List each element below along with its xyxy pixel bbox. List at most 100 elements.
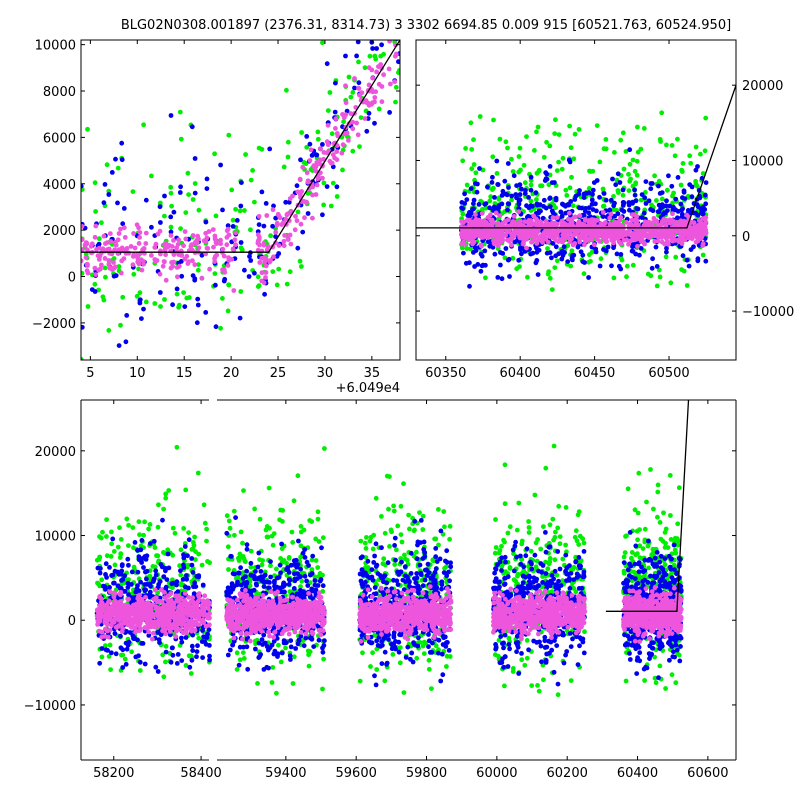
data-point-pink xyxy=(118,226,123,232)
data-point-pink xyxy=(184,253,190,259)
data-point-blue xyxy=(664,249,669,255)
data-point-pink xyxy=(263,257,269,262)
data-point-blue xyxy=(171,209,177,215)
data-point-blue xyxy=(680,195,685,201)
data-point-blue xyxy=(609,263,614,269)
data-point-green xyxy=(181,290,187,295)
data-point-green xyxy=(163,643,169,649)
data-point-pink xyxy=(355,132,361,138)
data-point-green xyxy=(536,169,541,175)
data-point-pink xyxy=(186,609,192,615)
data-point-pink xyxy=(521,241,526,247)
top-left-y-tick-label: 0 xyxy=(68,271,76,286)
data-point-green xyxy=(234,576,239,581)
data-point-blue xyxy=(703,180,709,186)
data-point-pink xyxy=(214,241,220,247)
data-point-green xyxy=(468,246,473,252)
data-point-blue xyxy=(182,304,188,309)
data-point-green xyxy=(429,686,434,691)
data-point-blue xyxy=(156,637,162,643)
data-point-green xyxy=(291,654,297,660)
data-point-green xyxy=(654,283,660,289)
data-point-green xyxy=(350,90,356,95)
data-point-blue xyxy=(476,202,482,207)
data-point-pink xyxy=(194,237,200,243)
data-point-green xyxy=(626,188,632,194)
data-point-pink xyxy=(143,241,149,246)
data-point-pink xyxy=(370,75,375,81)
data-point-pink xyxy=(613,235,619,241)
data-point-blue xyxy=(563,210,569,216)
data-point-pink xyxy=(232,237,238,243)
data-point-blue xyxy=(110,536,116,542)
data-point-pink xyxy=(321,150,327,155)
data-point-blue xyxy=(597,194,602,200)
data-point-green xyxy=(315,129,321,135)
data-point-pink xyxy=(682,237,688,243)
data-point-green xyxy=(363,555,369,560)
data-point-green xyxy=(556,132,562,138)
data-point-green xyxy=(315,516,321,522)
data-point-pink xyxy=(497,213,503,219)
data-point-pink xyxy=(268,258,273,263)
data-point-blue xyxy=(495,182,501,187)
data-point-blue xyxy=(364,128,370,134)
data-point-green xyxy=(299,570,305,576)
data-point-pink xyxy=(388,81,393,87)
data-point-green xyxy=(541,154,547,160)
data-point-green xyxy=(120,652,126,658)
data-point-green xyxy=(147,522,153,527)
data-point-pink xyxy=(580,228,586,234)
top-left-axes-frame xyxy=(80,39,401,361)
data-point-pink xyxy=(150,602,156,608)
data-point-blue xyxy=(207,653,212,659)
data-point-pink xyxy=(264,247,270,253)
data-point-green xyxy=(468,120,474,126)
data-point-green xyxy=(398,503,404,509)
data-point-blue xyxy=(656,183,661,189)
data-point-green xyxy=(393,99,398,105)
data-point-blue xyxy=(559,256,565,262)
data-point-pink xyxy=(135,251,141,257)
data-point-pink xyxy=(343,83,348,89)
data-point-pink xyxy=(121,256,127,261)
data-point-green xyxy=(652,173,657,179)
data-point-green xyxy=(356,59,361,65)
data-point-blue xyxy=(174,579,180,584)
data-point-blue xyxy=(175,652,181,657)
data-point-green xyxy=(137,532,142,538)
data-point-blue xyxy=(485,239,491,245)
data-point-pink xyxy=(225,226,231,232)
data-point-pink xyxy=(694,225,700,231)
data-point-green xyxy=(141,532,147,538)
data-point-green xyxy=(174,291,180,297)
data-point-blue xyxy=(167,632,173,638)
data-point-blue xyxy=(589,197,595,203)
data-point-pink xyxy=(669,218,675,224)
data-point-pink xyxy=(577,235,582,241)
data-point-pink xyxy=(257,260,263,265)
data-point-green xyxy=(240,540,245,546)
data-point-blue xyxy=(500,188,506,194)
data-point-green xyxy=(99,220,104,226)
data-point-green xyxy=(327,90,333,95)
data-point-pink xyxy=(147,618,153,624)
data-point-blue xyxy=(684,257,690,263)
data-point-pink xyxy=(312,166,318,172)
data-point-pink xyxy=(103,626,108,632)
data-point-green xyxy=(521,162,527,168)
data-point-green xyxy=(270,269,276,274)
data-point-pink xyxy=(612,219,618,225)
data-point-pink xyxy=(324,139,330,145)
data-point-blue xyxy=(526,195,531,200)
data-point-green xyxy=(447,523,453,529)
data-point-pink xyxy=(139,267,145,273)
data-point-green xyxy=(390,652,396,657)
data-point-blue xyxy=(689,184,695,190)
data-point-green xyxy=(111,256,117,261)
data-point-blue xyxy=(192,580,198,586)
data-point-blue xyxy=(103,572,108,577)
data-point-blue xyxy=(168,659,174,665)
data-point-blue xyxy=(589,201,595,207)
data-point-pink xyxy=(129,605,134,611)
